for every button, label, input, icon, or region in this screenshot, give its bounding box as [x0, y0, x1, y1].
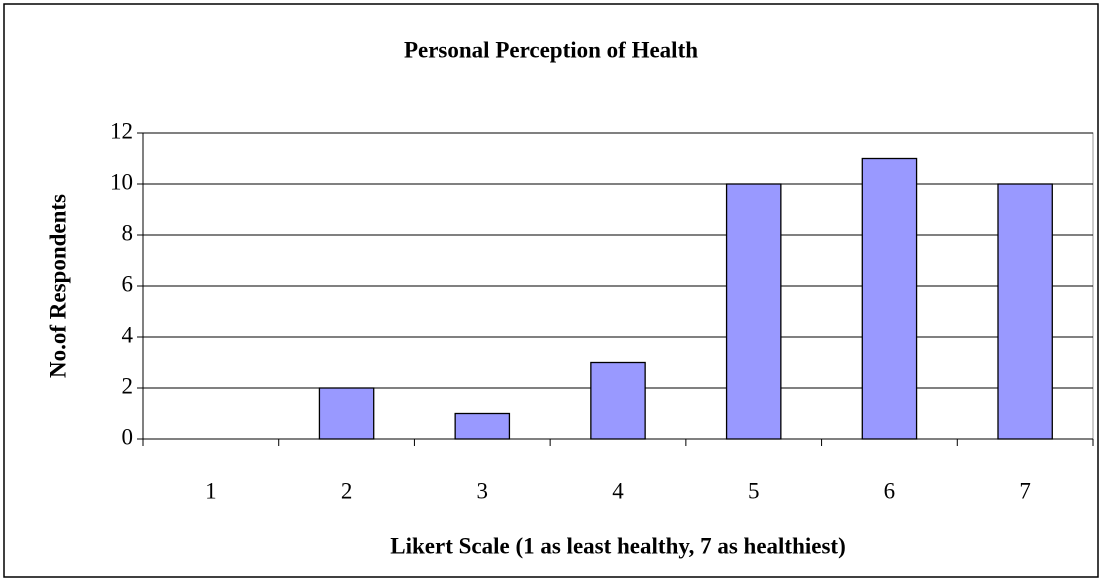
x-tick-label: 7: [1019, 478, 1031, 503]
x-axis-label: Likert Scale (1 as least healthy, 7 as h…: [390, 533, 846, 558]
x-tick-label: 4: [612, 478, 624, 503]
bar: [725, 183, 782, 440]
x-tick-label: 6: [884, 478, 896, 503]
x-tick-label: 2: [341, 478, 353, 503]
bar: [861, 157, 918, 440]
x-tick-label: 3: [477, 478, 489, 503]
bar: [997, 183, 1053, 440]
x-tick-label: 5: [748, 478, 760, 503]
y-tick-label: 4: [122, 322, 134, 347]
bar: [318, 387, 375, 440]
y-tick-label: 8: [122, 220, 134, 245]
y-tick-label: 6: [122, 271, 134, 296]
y-tick-label: 10: [110, 169, 133, 194]
chart-border: [3, 3, 1099, 578]
bar: [590, 361, 646, 440]
chart-title: Personal Perception of Health: [404, 37, 698, 62]
y-axis-label: No.of Respondents: [45, 194, 70, 378]
y-tick-label: 2: [122, 373, 134, 398]
bar: [454, 412, 511, 440]
y-tick-label: 12: [110, 118, 133, 143]
x-tick-label: 1: [205, 478, 217, 503]
y-tick-label: 0: [122, 424, 134, 449]
